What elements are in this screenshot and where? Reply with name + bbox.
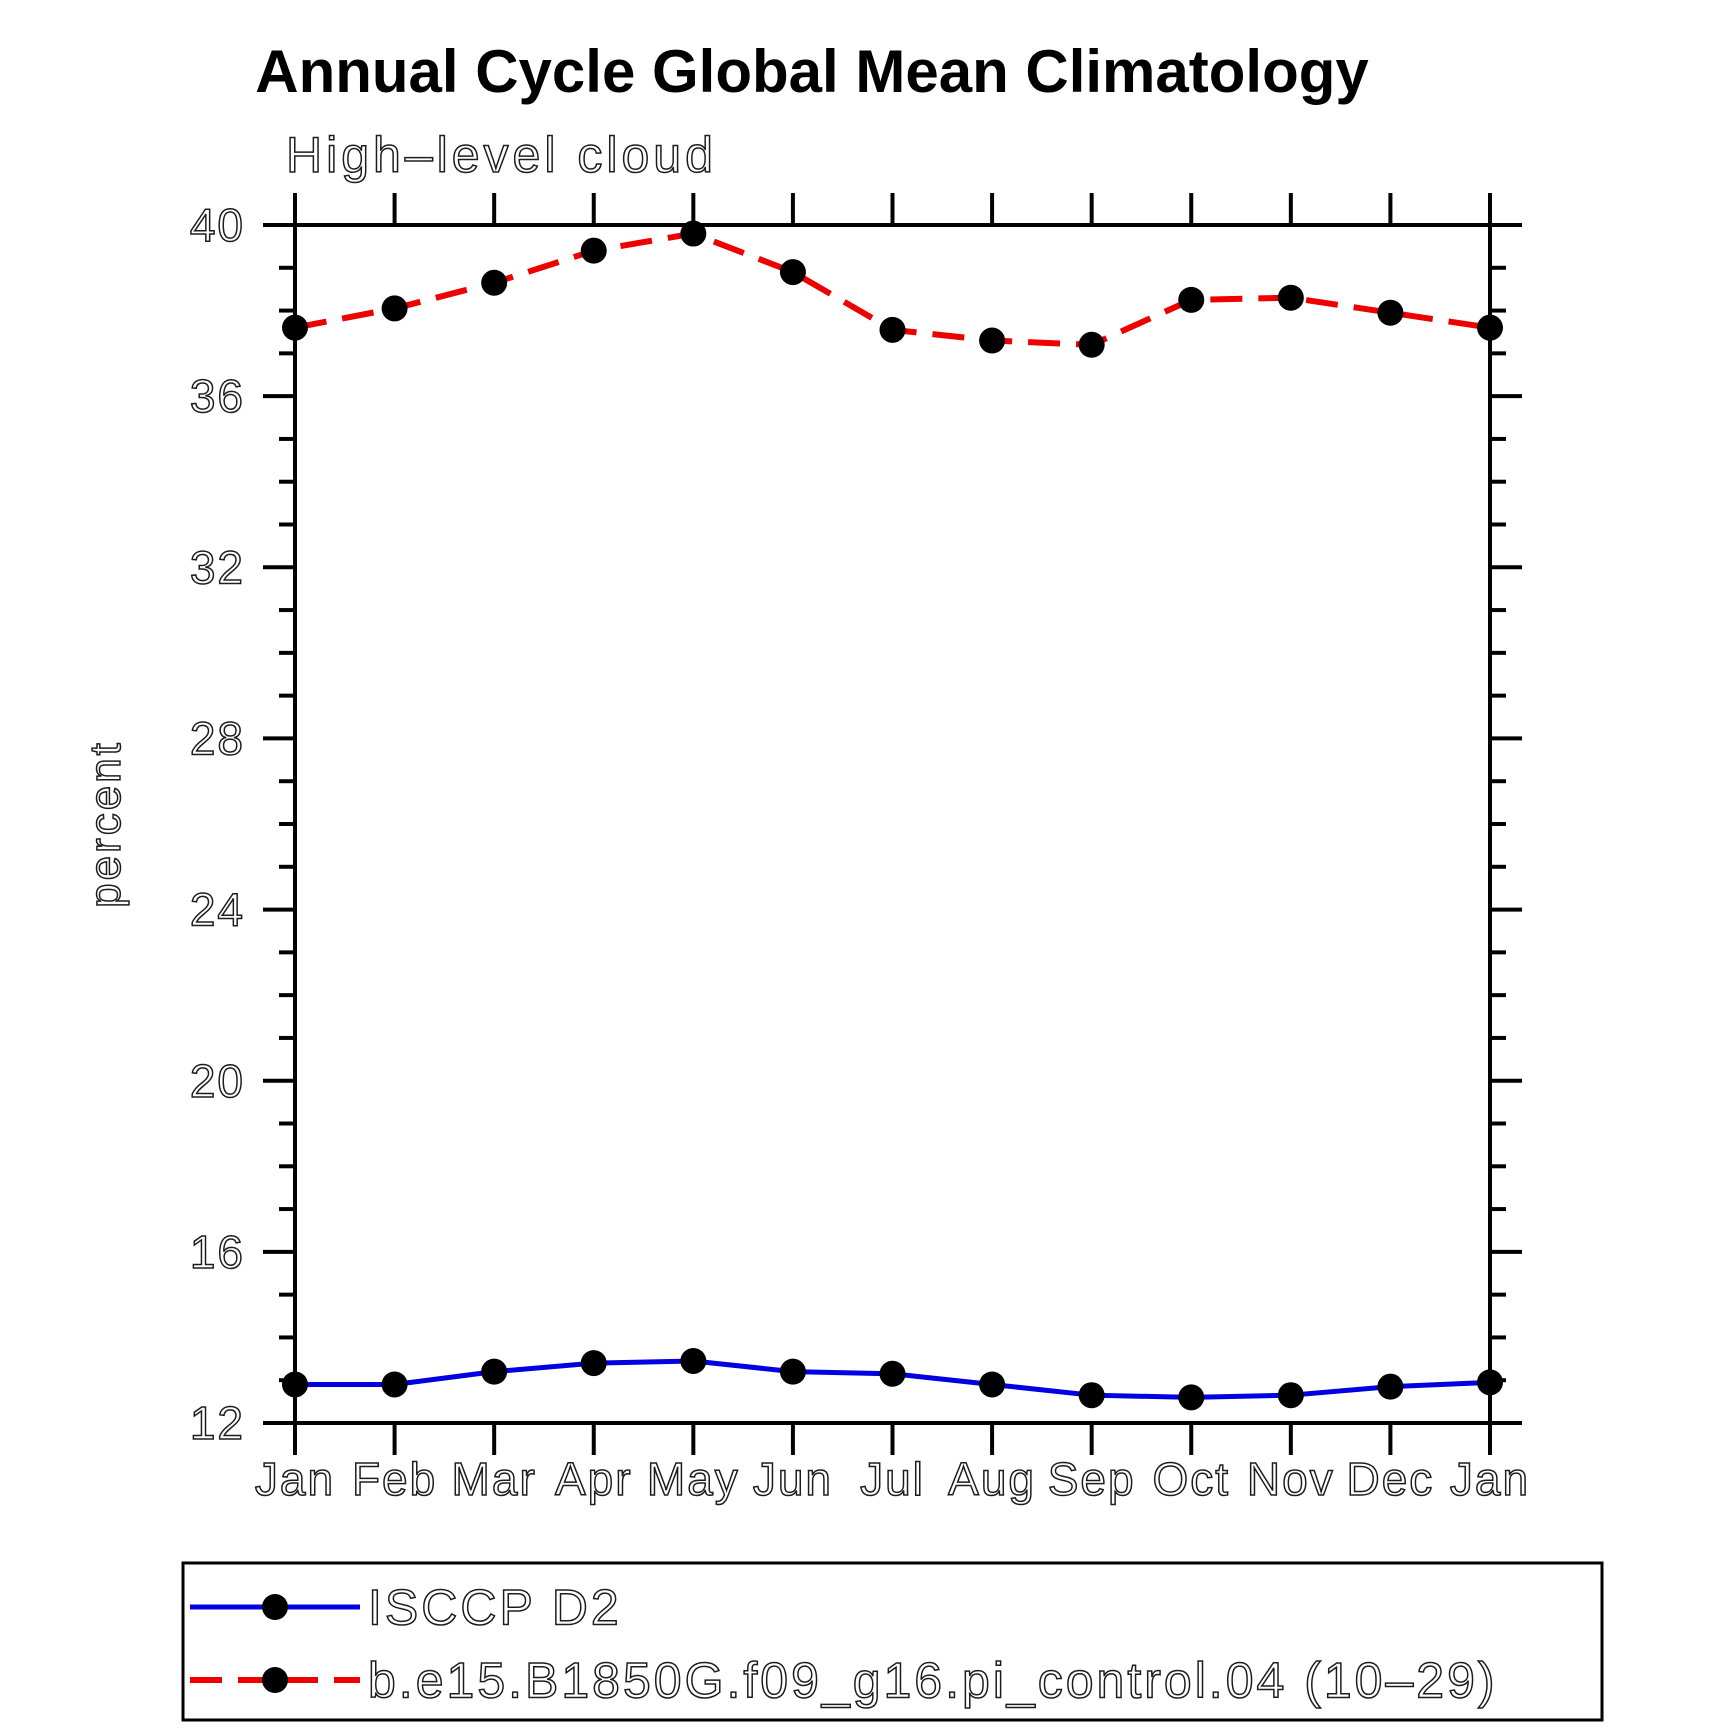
data-point-marker [481,1358,508,1385]
y-tick-label: 20 [190,1055,245,1107]
chart-title: Annual Cycle Global Mean Climatology [255,38,1369,105]
data-point-marker [1277,284,1304,311]
legend-label-isccp: ISCCP D2 [368,1580,622,1636]
data-point-marker [1477,314,1503,341]
data-point-marker [580,237,607,264]
data-point-marker [779,1358,806,1385]
data-point-marker [580,1350,607,1377]
data-point-marker [481,269,508,296]
data-point-marker [1078,1382,1105,1409]
data-point-marker [282,314,308,341]
x-tick-label: Aug [948,1453,1036,1505]
data-point-marker [1078,331,1105,358]
data-point-marker [879,316,906,343]
y-axis-label: percent [81,740,130,908]
data-point-marker [1178,286,1205,313]
x-tick-label: Oct [1152,1453,1230,1505]
axes-layer: Jan Feb Mar Apr May Jun Jul Aug Sep Oct Nov Dec Jan1… [189,193,1530,1506]
legend: ISCCP D2 b.e15.B1850G.f09_g16.pi_control… [181,1561,1604,1722]
legend-label-model: b.e15.B1850G.f09_g16.pi_control.04 (10–2… [368,1653,1498,1709]
data-point-marker [381,295,408,322]
data-point-marker [1178,1384,1205,1411]
x-tick-label: May [647,1453,740,1505]
data-point-marker [979,1371,1006,1398]
x-tick-label: Jun [753,1453,833,1505]
data-point-marker [779,259,806,286]
data-point-marker [381,1371,408,1398]
y-tick-label: 16 [190,1226,245,1278]
data-point-marker [879,1360,906,1387]
x-tick-label: Jul [860,1453,925,1505]
data-point-marker [1377,299,1404,326]
data-point-marker [680,1347,707,1374]
data-point-marker [1277,1382,1304,1409]
x-tick-label: Jan [1450,1453,1530,1505]
y-tick-label: 32 [190,541,245,593]
y-tick-label: 24 [190,884,245,936]
y-tick-label: 40 [190,199,245,251]
x-tick-label: Sep [1048,1453,1136,1505]
data-point-marker [282,1371,308,1398]
legend-item-isccp: ISCCP D2 [190,1579,622,1636]
legend-item-model: b.e15.B1850G.f09_g16.pi_control.04 (10–2… [190,1652,1498,1709]
chart-subtitle: High–level cloud [286,127,717,183]
series-layer [282,220,1503,1411]
legend-marker-model [262,1667,288,1693]
plot-frame [293,223,1492,1425]
y-tick-label: 12 [190,1397,245,1449]
x-tick-label: Nov [1247,1453,1335,1505]
legend-box [181,1561,1604,1722]
x-tick-label: Mar [452,1453,537,1505]
legend-marker-isccp [262,1594,288,1620]
y-tick-label: 28 [190,713,245,765]
data-point-marker [1377,1373,1404,1400]
data-point-marker [979,327,1006,354]
y-tick-label: 36 [190,370,245,422]
x-tick-label: Jan [255,1453,335,1505]
x-tick-label: Dec [1347,1453,1435,1505]
x-tick-label: Feb [352,1453,437,1505]
data-point-marker [1477,1369,1503,1396]
data-point-marker [680,220,707,247]
x-tick-label: Apr [555,1453,633,1505]
